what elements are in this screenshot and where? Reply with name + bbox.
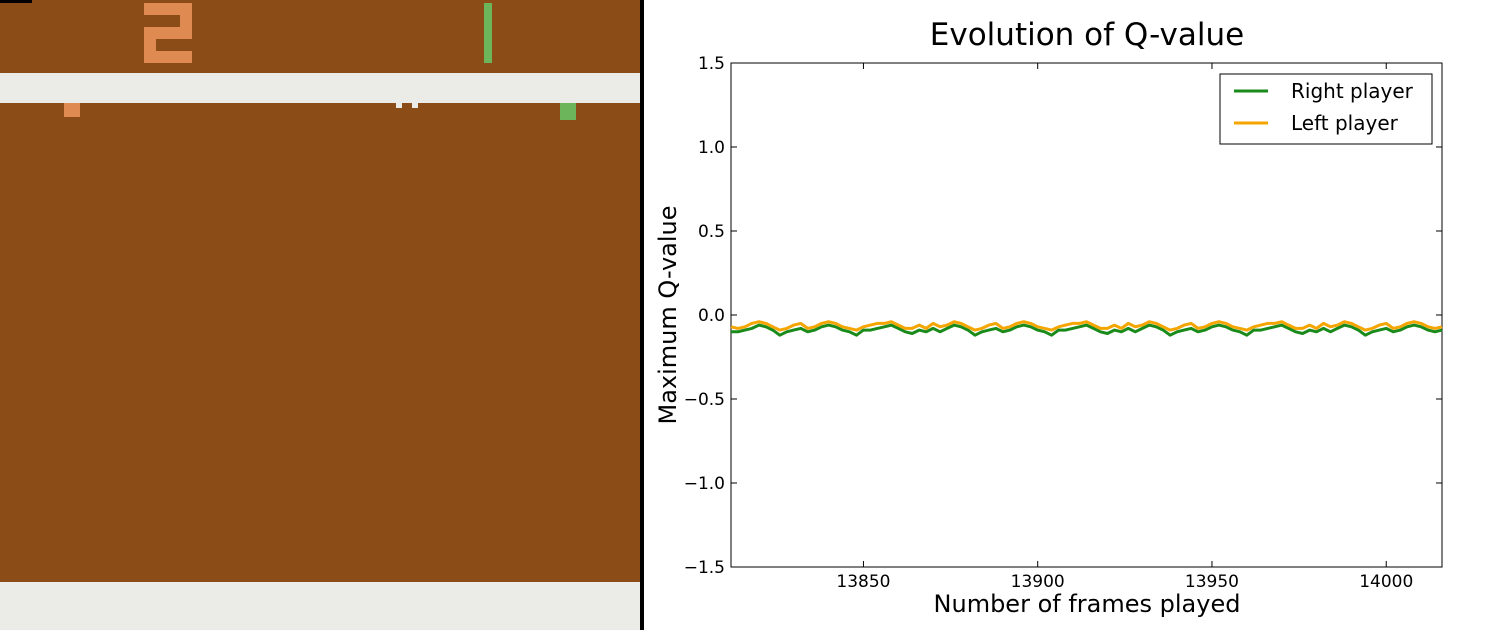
right-player-score [484,3,492,63]
right-player-paddle [560,103,576,120]
y-tick-label: 0.5 [698,222,725,242]
x-tick-label: 13850 [836,572,890,592]
x-axis: 13850 13900 13950 14000 [836,63,1413,592]
y-tick-label: 0.0 [698,306,725,326]
legend-box [1219,73,1433,145]
y-axis: −1.5 −1.0 −0.5 0.0 0.5 1.0 1.5 [684,54,1442,578]
chart-title: Evolution of Q-value [930,17,1244,53]
x-tick-label: 13900 [1011,572,1065,592]
y-axis-label: Maximum Q-value [654,205,682,424]
series-lines [730,320,1443,337]
x-tick-label: 14000 [1359,572,1413,592]
playing-field [0,0,640,630]
q-value-chart: Evolution of Q-value −1.5 −1.0 −0.5 0.0 0.5 1… [644,0,1485,630]
top-wall [0,73,640,103]
game-canvas [0,0,640,630]
left-player-paddle [64,103,80,117]
plot-area: −1.5 −1.0 −0.5 0.0 0.5 1.0 1.5 13850 13900 13950… [684,54,1443,592]
game-screen [0,0,640,630]
y-tick-label: 1.5 [698,54,725,74]
series-line-left-player [730,320,1443,332]
ball [396,103,418,108]
legend: Right player Left player [1219,73,1433,145]
plot-frame [730,62,1443,568]
y-tick-label: −1.0 [684,474,725,494]
x-tick-label: 13950 [1185,572,1239,592]
x-axis-label: Number of frames played [934,590,1241,618]
chart-canvas: Evolution of Q-value −1.5 −1.0 −0.5 0.0 0.5 1… [654,17,1443,618]
y-tick-label: 1.0 [698,138,725,158]
left-player-score [144,3,192,63]
legend-label-right-player: Right player [1291,79,1414,103]
y-tick-label: −0.5 [684,390,725,410]
legend-label-left-player: Left player [1291,111,1399,135]
series-line-right-player [731,323,1443,337]
y-tick-label: −1.5 [684,558,725,578]
corner-mark [0,0,32,3]
bottom-wall [0,582,640,630]
panel-divider [640,0,644,630]
